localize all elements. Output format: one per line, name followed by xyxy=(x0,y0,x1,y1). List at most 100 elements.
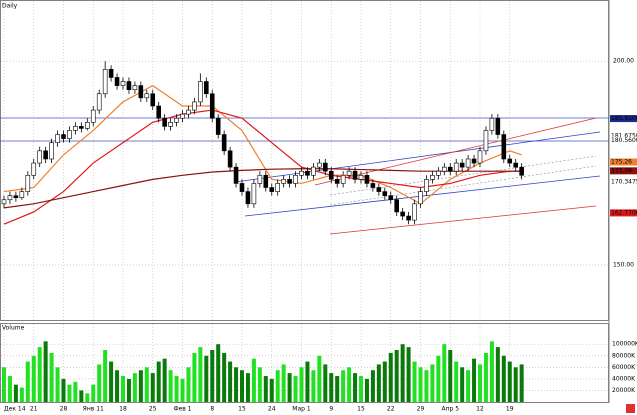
volume-bar xyxy=(192,352,197,402)
price-badge-label: 170.3475 xyxy=(611,179,637,186)
price-badge-label: 173.09 xyxy=(611,167,632,174)
x-tick-label: Апр 5 xyxy=(441,406,459,413)
candle-body xyxy=(37,150,43,164)
volume-bar xyxy=(341,370,346,402)
candle-body xyxy=(251,183,257,205)
volume-bar xyxy=(43,341,48,402)
volume-bar xyxy=(454,361,459,402)
volume-bar xyxy=(483,352,488,402)
candle-body xyxy=(102,68,108,95)
candle-body xyxy=(162,117,167,127)
candle-body xyxy=(424,179,429,192)
candle-body xyxy=(215,117,221,135)
candle-body xyxy=(328,170,334,180)
candle-body xyxy=(513,162,519,168)
price-badge xyxy=(610,178,637,186)
candle-body xyxy=(340,174,346,184)
price-badge xyxy=(610,167,637,175)
volume-bar xyxy=(311,370,316,402)
x-tick-label: 12 xyxy=(476,406,484,413)
x-tick-label: 25 xyxy=(149,406,157,413)
candle-body xyxy=(132,85,138,90)
candle-body xyxy=(174,117,179,123)
candle-body xyxy=(346,170,352,176)
candle-body xyxy=(25,174,31,192)
volume-bar xyxy=(293,376,298,402)
volume-bar xyxy=(263,376,268,402)
volume-bar xyxy=(501,355,506,402)
candle-body xyxy=(144,93,150,99)
x-tick-label: 15 xyxy=(238,406,246,413)
candle-body xyxy=(507,158,513,164)
candle-body xyxy=(43,150,48,160)
candle-body xyxy=(364,174,370,184)
candle-body xyxy=(418,191,423,205)
volume-bar xyxy=(287,373,292,402)
candle-body xyxy=(257,174,263,184)
volume-bar xyxy=(91,384,96,402)
channel-line xyxy=(329,165,597,206)
volume-bar xyxy=(19,387,24,402)
y-tick-label: 60000K xyxy=(612,364,636,371)
candle-body xyxy=(299,170,304,176)
candle-body xyxy=(459,162,465,168)
candle-body xyxy=(61,134,66,139)
price-badge-label: 162.7700 xyxy=(611,209,637,216)
candle-body xyxy=(317,162,322,168)
volume-bar xyxy=(329,373,334,402)
price-badge-label: 175.26 xyxy=(611,158,632,165)
candle-body xyxy=(311,166,316,176)
x-tick-label: 29 xyxy=(417,406,425,413)
price-badge xyxy=(610,115,637,123)
channel-line xyxy=(314,117,597,186)
candle-body xyxy=(204,81,209,95)
volume-bar xyxy=(79,390,84,402)
x-tick-label: 15 xyxy=(357,406,365,413)
volume-bar xyxy=(61,378,66,402)
volume-bar xyxy=(424,370,429,402)
volume-bar xyxy=(382,361,387,402)
candle-body xyxy=(186,109,191,115)
x-tick-label: Янв 11 xyxy=(83,406,104,413)
price-badge xyxy=(610,158,637,166)
channel-line xyxy=(329,205,597,235)
candle-body xyxy=(477,150,483,164)
x-tick-label: Мар 1 xyxy=(292,406,311,413)
volume-bar xyxy=(7,376,12,402)
volume-bar xyxy=(216,344,221,402)
corner-icon xyxy=(626,404,635,413)
volume-bar xyxy=(198,347,203,402)
candle-body xyxy=(400,211,405,217)
candle-body xyxy=(406,215,411,221)
y-tick-label: 200.00 xyxy=(613,58,634,65)
candle-body xyxy=(31,162,37,176)
candle-body xyxy=(287,179,292,184)
candle-body xyxy=(453,162,459,172)
x-tick-label: Дек 14 xyxy=(4,406,26,413)
volume-bar xyxy=(156,361,161,402)
moving-average xyxy=(3,109,522,225)
volume-bar xyxy=(442,344,447,402)
candle-body xyxy=(376,187,382,192)
candle-body xyxy=(55,134,60,143)
y-tick-label: 150.00 xyxy=(613,261,634,268)
candle-body xyxy=(436,170,441,176)
x-tick-label: 24 xyxy=(268,406,276,413)
candle-body xyxy=(73,126,78,131)
volume-bar xyxy=(412,361,417,402)
volume-bar xyxy=(97,364,102,402)
volume-bar xyxy=(364,378,369,402)
volume-bar xyxy=(353,373,358,402)
x-tick-label: 8 xyxy=(210,406,214,413)
candle-body xyxy=(168,121,173,127)
candle-body xyxy=(192,101,197,111)
x-tick-label: 18 xyxy=(119,406,127,413)
candle-body xyxy=(85,121,90,129)
x-tick-label: 28 xyxy=(60,406,68,413)
candle-body xyxy=(293,174,298,184)
volume-bar xyxy=(245,373,250,402)
volume-bar xyxy=(257,367,262,402)
volume-bar xyxy=(376,364,381,402)
period-label: Daily xyxy=(2,3,18,10)
volume-bar xyxy=(281,364,286,402)
